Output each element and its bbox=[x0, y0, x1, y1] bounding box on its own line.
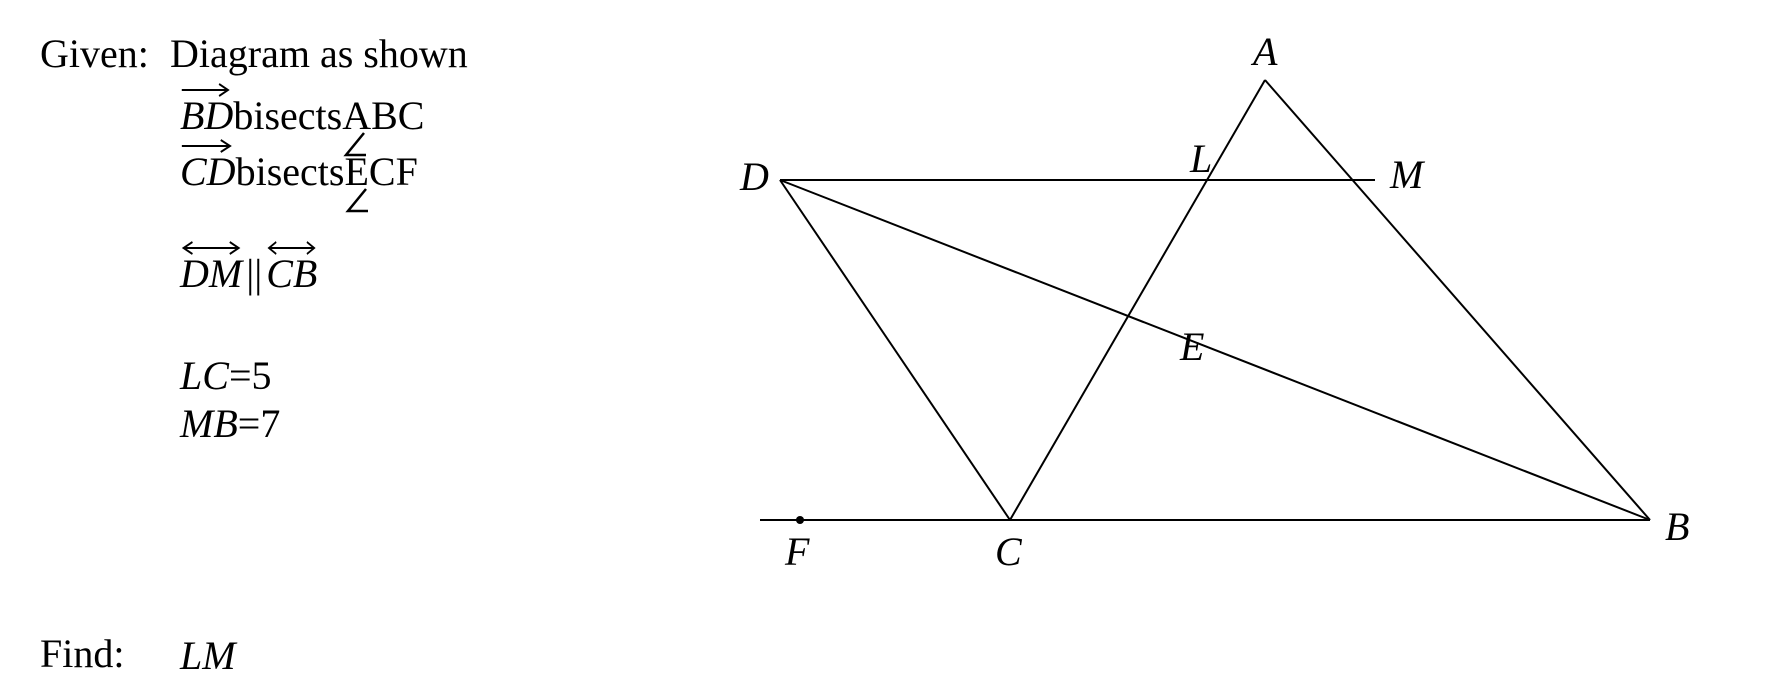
svg-text:C: C bbox=[995, 529, 1023, 574]
mb-lhs: MB bbox=[180, 400, 238, 448]
given-line-bd: BD bisects ABC bbox=[180, 92, 424, 140]
line-dm: DM bbox=[180, 250, 242, 298]
geometry-diagram: A D L M E C B F bbox=[700, 20, 1700, 580]
given-line-diagram: Diagram as shown bbox=[170, 30, 468, 78]
lc-lhs: LC bbox=[180, 352, 229, 400]
line-arrow-icon bbox=[180, 240, 242, 256]
given-line-mb: MB = 7 bbox=[180, 400, 280, 448]
eq-sign: = bbox=[229, 352, 252, 400]
eq-sign: = bbox=[238, 400, 261, 448]
given-line-parallel: DM || CB bbox=[180, 250, 317, 298]
ray-bd: BD bbox=[180, 92, 233, 140]
ray-arrow-icon bbox=[180, 82, 233, 98]
line-cb: CB bbox=[266, 250, 317, 298]
lc-rhs: 5 bbox=[252, 352, 272, 400]
bisects-text: bisects bbox=[236, 148, 345, 196]
svg-text:M: M bbox=[1389, 152, 1426, 197]
ray-arrow-icon bbox=[180, 138, 236, 154]
line-arrow-icon bbox=[266, 240, 317, 256]
given-line-lc: LC = 5 bbox=[180, 352, 272, 400]
svg-text:L: L bbox=[1189, 136, 1212, 181]
given-label: Given: bbox=[40, 30, 149, 78]
svg-text:B: B bbox=[1665, 504, 1689, 549]
mb-rhs: 7 bbox=[260, 400, 280, 448]
svg-text:E: E bbox=[1179, 324, 1204, 369]
find-value: LM bbox=[180, 632, 236, 680]
page: Given: Diagram as shown BD bisects ABC C… bbox=[0, 0, 1768, 698]
parallel-sep: || bbox=[242, 250, 266, 298]
find-label: Find: bbox=[40, 630, 124, 678]
svg-text:F: F bbox=[784, 529, 810, 574]
given-line-cd: CD bisects ECF bbox=[180, 148, 418, 196]
svg-text:D: D bbox=[739, 154, 769, 199]
bisects-text: bisects bbox=[233, 92, 342, 140]
svg-text:A: A bbox=[1250, 29, 1278, 74]
ray-cd: CD bbox=[180, 148, 236, 196]
